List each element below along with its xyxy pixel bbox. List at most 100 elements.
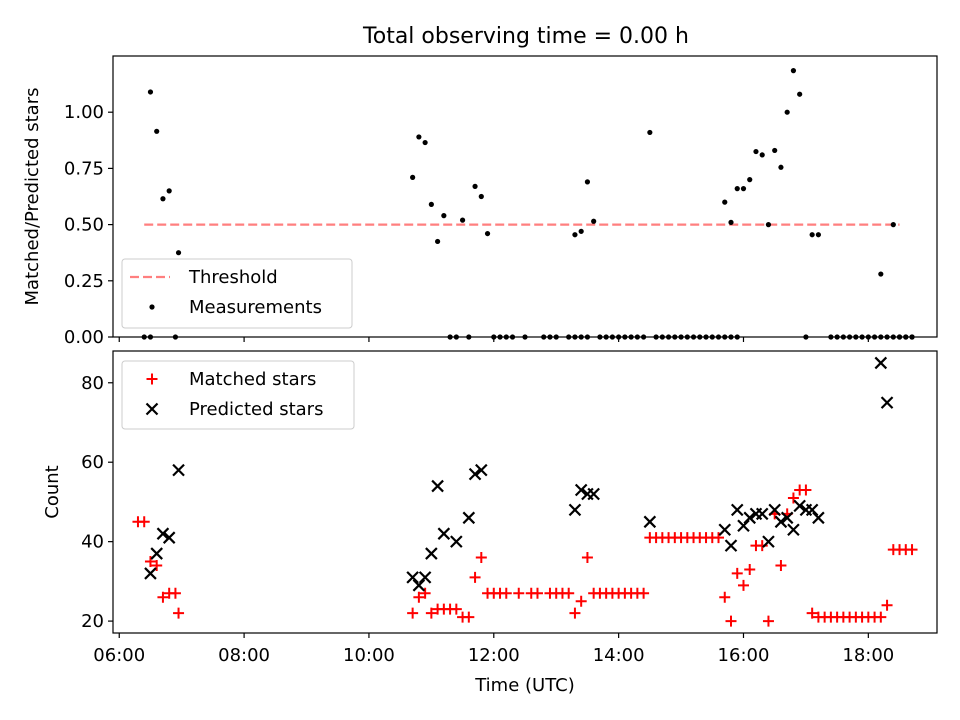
- data-point: [144, 556, 156, 568]
- data-point: [768, 503, 781, 517]
- legend: Matched stars Predicted stars: [121, 360, 355, 430]
- data-point: [587, 487, 600, 501]
- y-axis-label: Count: [42, 465, 63, 518]
- data-point: [880, 396, 894, 409]
- data-point: [450, 535, 463, 548]
- y-tick-label: 60: [81, 452, 104, 473]
- data-point: [419, 587, 431, 599]
- plus-legend-icon: [146, 373, 158, 385]
- plot-frame: [112, 350, 938, 634]
- data-point: [437, 527, 451, 540]
- data-point: [138, 516, 150, 528]
- data-point: [428, 201, 434, 207]
- data-point: [643, 515, 657, 529]
- y-tick-label: 40: [81, 532, 104, 553]
- legend-label: Matched stars: [189, 369, 316, 390]
- data-point: [647, 129, 653, 136]
- data-point: [724, 539, 738, 552]
- data-point: [737, 579, 749, 591]
- data-point: [793, 499, 806, 513]
- data-point: [787, 492, 799, 504]
- data-point: [531, 587, 543, 599]
- data-point: [790, 68, 797, 74]
- data-point: [569, 607, 581, 619]
- x-tick-label: 08:00: [218, 645, 270, 666]
- data-point: [713, 532, 725, 544]
- y-axis-label: Matched/Predicted stars: [22, 88, 43, 306]
- data-point: [157, 591, 169, 603]
- legend: Threshold Measurements: [121, 258, 353, 329]
- data-point: [147, 89, 154, 95]
- data-point: [459, 217, 466, 223]
- data-point: [435, 238, 441, 245]
- data-point: [572, 232, 578, 238]
- data-point: [575, 595, 587, 607]
- series-predicted-stars: [144, 356, 894, 592]
- data-point: [173, 607, 185, 619]
- data-point: [772, 147, 778, 154]
- data-point: [725, 615, 737, 627]
- data-point: [762, 615, 774, 627]
- x-axis-label: Time (UTC): [474, 675, 575, 696]
- data-point: [422, 139, 428, 146]
- data-point: [878, 271, 884, 277]
- y-tick-label: 80: [81, 373, 104, 394]
- data-point: [719, 591, 731, 603]
- data-point: [806, 607, 818, 619]
- data-point: [425, 547, 438, 560]
- data-point: [638, 587, 650, 599]
- y-tick-label: 20: [81, 611, 104, 632]
- data-point: [815, 232, 821, 238]
- data-point: [568, 503, 582, 517]
- data-point: [762, 535, 775, 548]
- data-point: [759, 152, 765, 158]
- data-point: [774, 515, 788, 529]
- y-tick-label: 0.50: [64, 215, 104, 236]
- legend-label: Threshold: [188, 267, 278, 288]
- data-point: [441, 213, 447, 219]
- data-point: [475, 463, 488, 477]
- data-point: [731, 567, 743, 579]
- bottom-panel: 20 40 60 80 06:00 08:00 10:00 12:00 14:00 16:00 18…: [42, 350, 938, 696]
- legend-label: Predicted stars: [189, 399, 323, 420]
- data-point: [144, 567, 157, 580]
- data-point: [475, 552, 487, 564]
- data-point: [151, 559, 163, 571]
- data-point: [500, 587, 512, 599]
- data-point: [744, 563, 756, 575]
- data-point: [581, 552, 593, 564]
- data-point: [718, 523, 732, 537]
- y-tick-label: 1.00: [64, 102, 104, 123]
- data-point: [890, 222, 896, 228]
- x-tick-label: 12:00: [468, 645, 520, 666]
- data-point: [778, 164, 784, 170]
- data-point: [416, 134, 422, 140]
- x-tick-label: 18:00: [842, 645, 894, 666]
- data-point: [166, 188, 172, 194]
- data-point: [472, 183, 478, 189]
- data-point: [169, 587, 181, 599]
- data-point: [906, 544, 918, 556]
- data-point: [874, 356, 888, 370]
- data-point: [809, 232, 815, 238]
- data-point: [162, 531, 176, 544]
- data-point: [175, 250, 182, 256]
- data-point: [410, 174, 416, 180]
- data-point: [743, 511, 757, 525]
- data-point: [797, 91, 803, 97]
- data-point: [563, 587, 575, 599]
- data-point: [418, 571, 432, 584]
- data-point: [591, 218, 597, 224]
- data-point: [784, 109, 790, 115]
- data-point: [755, 507, 769, 521]
- legend-box: [121, 360, 355, 430]
- legend-label: Measurements: [189, 297, 322, 318]
- data-point: [160, 196, 166, 202]
- data-point: [881, 599, 893, 611]
- data-point: [722, 199, 728, 205]
- data-point: [150, 547, 163, 560]
- x-tick-label: 16:00: [718, 645, 770, 666]
- data-point: [812, 511, 825, 525]
